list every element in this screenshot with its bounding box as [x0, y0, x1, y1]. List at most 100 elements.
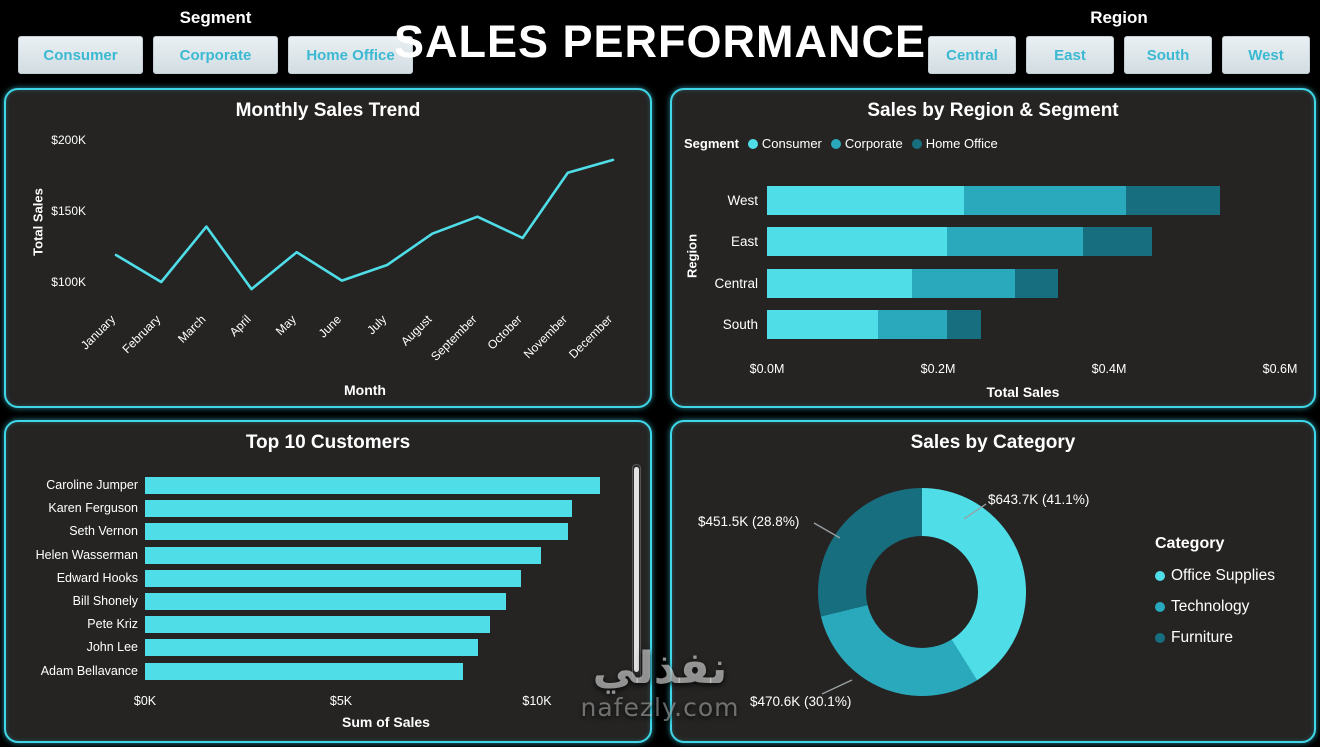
customer-bar-chart: Caroline Jumper Karen Ferguson Seth Vernon… — [6, 422, 650, 741]
region-slicer-title: Region — [1090, 8, 1148, 27]
x-axis-label: Total Sales — [986, 384, 1060, 400]
svg-text:November: November — [521, 312, 570, 361]
customer-label: Edward Hooks — [56, 570, 138, 585]
bar-central-consumer[interactable] — [767, 268, 913, 298]
svg-text:April: April — [227, 312, 254, 339]
customer-label: Karen Ferguson — [48, 501, 138, 516]
svg-text:May: May — [273, 312, 299, 338]
chart-title: Sales by Category — [910, 432, 1076, 453]
svg-text:August: August — [398, 312, 435, 349]
bar-helen-wasserman[interactable] — [145, 546, 541, 564]
legend-item-corporate[interactable]: Corporate — [830, 136, 903, 151]
panel-sales-by-region-segment: Sales by Region & Segment Segment Consum… — [670, 88, 1316, 408]
bar-central-corporate[interactable] — [912, 268, 1015, 298]
segment-slicer-title: Segment — [179, 8, 252, 27]
legend: Segment Consumer Corporate Home Office — [684, 136, 998, 151]
x-tick-label: $0K — [133, 694, 157, 708]
svg-text:$200K: $200K — [51, 133, 86, 147]
svg-text:October: October — [485, 312, 525, 352]
bar-john-lee[interactable] — [145, 639, 479, 657]
region-slicer: Region Central East South West — [928, 8, 1310, 74]
panel-sales-by-category: Sales by Category $643.7K (41.1%) $470.6… — [670, 420, 1316, 743]
segment-button-consumer[interactable]: Consumer — [18, 36, 143, 74]
legend-dot — [911, 138, 922, 149]
bar-east-corporate[interactable] — [946, 227, 1084, 257]
bar-caroline-jumper[interactable] — [145, 477, 600, 494]
svg-text:December: December — [566, 312, 615, 361]
bar-west-consumer[interactable] — [767, 186, 964, 215]
bar-edward-hooks[interactable] — [145, 569, 522, 587]
svg-text:September: September — [428, 312, 479, 363]
customer-label: Caroline Jumper — [46, 478, 138, 492]
bar-karen-ferguson[interactable] — [145, 500, 573, 518]
chart-title: Top 10 Customers — [245, 432, 411, 453]
chart-title: Sales by Region & Segment — [867, 100, 1119, 121]
legend-title: Segment — [684, 136, 739, 151]
category-legend: Category Office Supplies Technology Furnit… — [1155, 535, 1275, 660]
customer-label: Adam Bellavance — [40, 663, 138, 678]
customer-label: Seth Vernon — [69, 524, 138, 539]
svg-text:January: January — [78, 312, 118, 352]
legend-items: Office Supplies Technology Furniture — [1155, 567, 1275, 647]
legend-item-consumer[interactable]: Consumer — [747, 136, 822, 151]
legend-item-technology[interactable]: Technology — [1155, 598, 1275, 616]
scrollbar-thumb[interactable] — [634, 467, 639, 672]
region-tick-label: South — [722, 316, 758, 332]
x-axis-label: Sum of Sales — [342, 714, 430, 730]
bar-central-home-office[interactable] — [1014, 268, 1058, 298]
slice-label-office-supplies: $643.7K (41.1%) — [988, 492, 1090, 507]
bar-east-home-office[interactable] — [1083, 227, 1152, 257]
customer-label: Bill Shonely — [72, 594, 138, 608]
bar-pete-kriz[interactable] — [145, 616, 490, 634]
legend-item-office-supplies[interactable]: Office Supplies — [1155, 567, 1275, 585]
svg-text:June: June — [316, 312, 345, 341]
stacked-bar-chart: West East Central South $0.0M $0.2M $0.4M $0.6M — [672, 90, 1314, 406]
legend-dot — [830, 138, 841, 149]
y-axis-label: Total Sales — [30, 188, 46, 256]
region-tick-label: Central — [714, 275, 758, 291]
x-tick-label: $0.6M — [1262, 362, 1298, 376]
bar-bill-shonely[interactable] — [145, 593, 506, 610]
chart-title: Monthly Sales Trend — [235, 100, 421, 121]
x-tick-label: $5K — [329, 694, 353, 708]
customer-label: Pete Kriz — [87, 617, 138, 632]
region-button-west[interactable]: West — [1222, 36, 1310, 74]
panel-top-10-customers: Top 10 Customers Caroline Jumper Karen Fe… — [4, 420, 652, 743]
segment-slicer-buttons: Consumer Corporate Home Office — [18, 36, 413, 74]
bar-seth-vernon[interactable] — [145, 523, 569, 541]
svg-text:February: February — [119, 312, 163, 356]
customer-label: Helen Wasserman — [35, 547, 138, 562]
legend-dot — [747, 138, 758, 149]
bar-west-corporate[interactable] — [963, 186, 1127, 215]
x-tick-label: $0.4M — [1091, 362, 1127, 376]
legend-title: Category — [1155, 535, 1225, 552]
legend-dot — [1155, 571, 1165, 581]
bar-south-home-office[interactable] — [946, 309, 981, 339]
x-tick-label: $0.2M — [920, 362, 956, 376]
segment-button-home-office[interactable]: Home Office — [288, 36, 413, 74]
region-button-central[interactable]: Central — [928, 36, 1016, 74]
bar-west-home-office[interactable] — [1126, 186, 1221, 215]
slice-label-technology: $470.6K (30.1%) — [750, 694, 852, 709]
bar-adam-bellavance[interactable] — [145, 662, 463, 680]
line-chart[interactable]: $100K $150K $200K January February March April… — [6, 90, 652, 408]
donut-chart[interactable] — [818, 488, 1026, 696]
slice-label-furniture: $451.5K (28.8%) — [698, 514, 800, 529]
legend-item-furniture[interactable]: Furniture — [1155, 629, 1275, 647]
donut-hole — [866, 536, 978, 648]
region-button-east[interactable]: East — [1026, 36, 1114, 74]
legend-item-home-office[interactable]: Home Office — [911, 136, 998, 151]
x-axis-label: Month — [344, 382, 386, 398]
segment-button-corporate[interactable]: Corporate — [153, 36, 278, 74]
bar-south-corporate[interactable] — [878, 309, 947, 339]
segment-slicer: Segment Consumer Corporate Home Office — [18, 8, 413, 74]
trend-line[interactable] — [114, 158, 615, 291]
x-tick-label: $10K — [522, 694, 552, 708]
page-title: SALES PERFORMANCE — [393, 16, 927, 67]
bar-south-consumer[interactable] — [767, 309, 879, 339]
scrollbar[interactable] — [632, 464, 641, 682]
bar-east-consumer[interactable] — [767, 227, 947, 257]
region-button-south[interactable]: South — [1124, 36, 1212, 74]
svg-text:July: July — [364, 312, 389, 337]
